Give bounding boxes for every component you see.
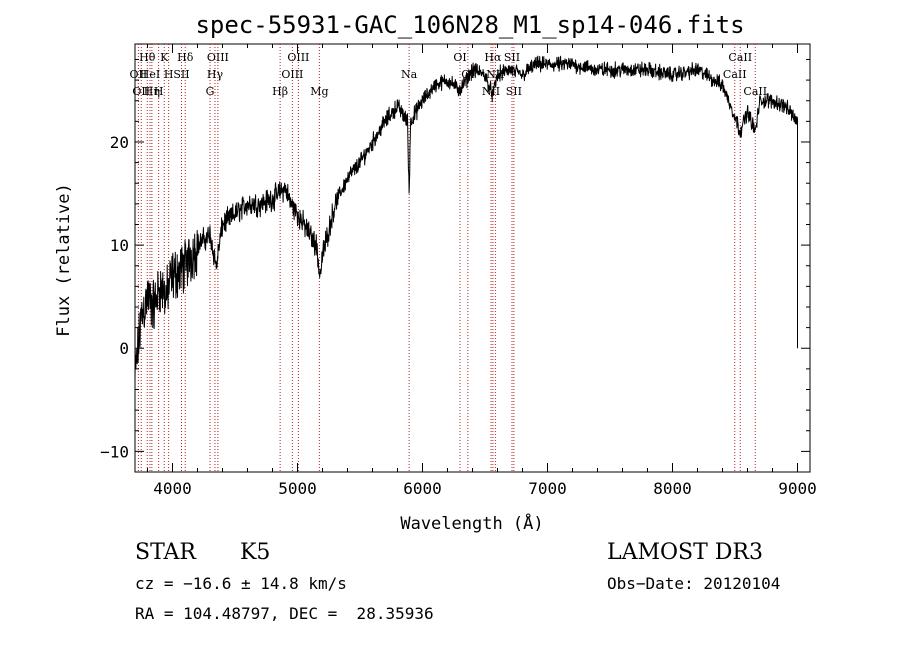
spectral-line-label: Hβ	[272, 85, 288, 98]
spectral-subclass: K5	[240, 540, 271, 565]
y-tick-label: 10	[110, 236, 129, 255]
chart-title: spec-55931-GAC_106N28_M1_sp14-046.fits	[195, 11, 744, 39]
spectral-line-label: OII	[132, 85, 150, 98]
spectral-line-label: SII	[504, 51, 520, 64]
survey-name: LAMOST DR3	[607, 540, 763, 565]
x-tick-label: 8000	[653, 479, 692, 498]
sky-coordinates: RA = 104.48797, DEC = 28.35936	[135, 604, 434, 623]
spectral-line-label: OII	[130, 68, 148, 81]
spectral-line-label: SII	[173, 68, 189, 81]
spectral-line-label: Mg	[310, 85, 328, 98]
x-tick-label: 7000	[528, 479, 567, 498]
spectral-line-label: SII	[506, 85, 522, 98]
spectral-line-label: Hθ	[139, 51, 156, 64]
x-tick-label: 5000	[278, 479, 317, 498]
spectral-line-label: OIII	[287, 51, 309, 64]
spectrum-line	[134, 55, 798, 381]
spectral-line-label: Hδ	[177, 51, 194, 64]
spectral-line-label: G	[206, 85, 215, 98]
y-tick-label: 0	[119, 339, 129, 358]
observation-date: Obs−Date: 20120104	[607, 574, 781, 593]
object-class: STAR	[135, 540, 196, 565]
spectral-line-label: OI	[453, 51, 466, 64]
spectral-line-label: H	[164, 68, 174, 81]
x-tick-label: 4000	[153, 479, 192, 498]
spectral-line-label: OIII	[281, 68, 303, 81]
y-tick-label: −10	[100, 442, 129, 461]
x-tick-label: 6000	[403, 479, 442, 498]
spectral-line-label: HeI	[140, 68, 160, 81]
y-tick-label: 20	[110, 133, 129, 152]
spectral-line-label: H	[154, 85, 164, 98]
spectral-line-label: K	[160, 51, 169, 64]
spectral-line-markers	[137, 44, 756, 472]
y-axis-ticks: −10 0 10 20	[100, 58, 810, 473]
spectral-line-label: CaII	[728, 51, 752, 64]
spectral-line-label: Hα	[484, 51, 502, 64]
redshift-value: cz = −16.6 ± 14.8 km/s	[135, 574, 347, 593]
x-axis-ticks: 4000 5000 6000 7000 8000 9000	[147, 44, 817, 498]
spectral-line-label: CaII	[743, 85, 767, 98]
spectral-line-label: CaII	[723, 68, 747, 81]
spectral-line-label: Hη	[144, 85, 160, 98]
plot-frame	[134, 43, 811, 473]
x-tick-label: 9000	[778, 479, 817, 498]
spectral-line-label: Hγ	[207, 68, 224, 81]
spectral-line-label: OIII	[207, 51, 229, 64]
x-axis-label: Wavelength (Å)	[400, 512, 543, 534]
y-axis-label: Flux (relative)	[54, 183, 74, 337]
spectral-line-label: Na	[401, 68, 418, 81]
